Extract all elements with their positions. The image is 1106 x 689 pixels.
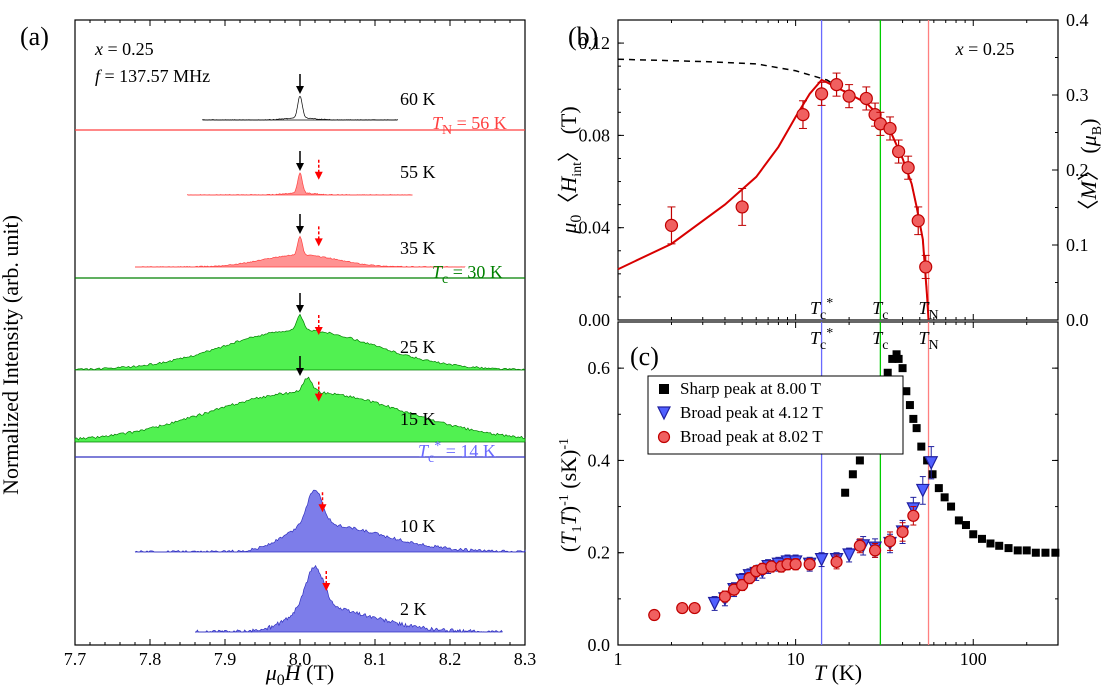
svg-text:Tc = 30 K: Tc = 30 K (432, 262, 503, 287)
svg-text:f = 137.57 MHz: f = 137.57 MHz (95, 66, 210, 86)
svg-text:TN = 56 K: TN = 56 K (432, 113, 507, 138)
svg-text:x = 0.25: x = 0.25 (94, 39, 154, 59)
svg-text:x = 0.25: x = 0.25 (955, 39, 1015, 59)
svg-text:7.9: 7.9 (214, 649, 237, 669)
svg-text:1: 1 (614, 649, 623, 669)
svg-text:10: 10 (787, 649, 805, 669)
svg-text:Sharp peak at 8.00 T: Sharp peak at 8.00 T (680, 379, 821, 398)
svg-text:15 K: 15 K (400, 409, 436, 429)
svg-text:0.2: 0.2 (588, 543, 611, 563)
svg-text:(T1T)-1 (sK)-1: (T1T)-1 (sK)-1 (556, 438, 585, 552)
svg-text:T (K): T (K) (814, 660, 862, 685)
svg-text:0.0: 0.0 (588, 635, 611, 655)
svg-text:10 K: 10 K (400, 516, 436, 536)
svg-text:Broad peak at 8.02 T: Broad peak at 8.02 T (680, 427, 823, 446)
svg-text:8.2: 8.2 (439, 649, 462, 669)
svg-text:0.00: 0.00 (579, 310, 611, 330)
figure-root: { "global": { "width": 1106, "height": 6… (0, 0, 1106, 689)
svg-text:Broad peak at 4.12 T: Broad peak at 4.12 T (680, 403, 823, 422)
svg-text:8.3: 8.3 (514, 649, 537, 669)
svg-text:25 K: 25 K (400, 337, 436, 357)
chart-svg: 7.77.87.98.08.18.28.3μ0H (T)Normalized I… (0, 0, 1106, 689)
svg-text:μ0〈Hint〉 (T): μ0〈Hint〉 (T) (556, 106, 585, 234)
svg-text:0.12: 0.12 (579, 33, 611, 53)
svg-text:55 K: 55 K (400, 162, 436, 182)
svg-text:〈M〉 (μB): 〈M〉 (μB) (1076, 119, 1105, 222)
svg-text:7.7: 7.7 (64, 649, 87, 669)
svg-text:100: 100 (960, 649, 987, 669)
svg-text:0.1: 0.1 (1066, 235, 1089, 255)
svg-text:35 K: 35 K (400, 238, 436, 258)
svg-text:0.0: 0.0 (1066, 310, 1089, 330)
svg-text:2 K: 2 K (400, 599, 427, 619)
svg-text:Normalized Intensity (arb. uni: Normalized Intensity (arb. unit) (0, 215, 23, 495)
svg-text:0.4: 0.4 (588, 450, 611, 470)
svg-text:0.3: 0.3 (1066, 85, 1089, 105)
svg-text:0.4: 0.4 (1066, 10, 1089, 30)
svg-text:0.6: 0.6 (588, 358, 611, 378)
svg-text:μ0H (T): μ0H (T) (265, 660, 335, 689)
svg-text:60 K: 60 K (400, 89, 436, 109)
svg-text:7.8: 7.8 (139, 649, 162, 669)
svg-text:0.08: 0.08 (579, 125, 611, 145)
svg-text:8.1: 8.1 (364, 649, 387, 669)
svg-text:Tc* = 14 K: Tc* = 14 K (418, 439, 496, 466)
